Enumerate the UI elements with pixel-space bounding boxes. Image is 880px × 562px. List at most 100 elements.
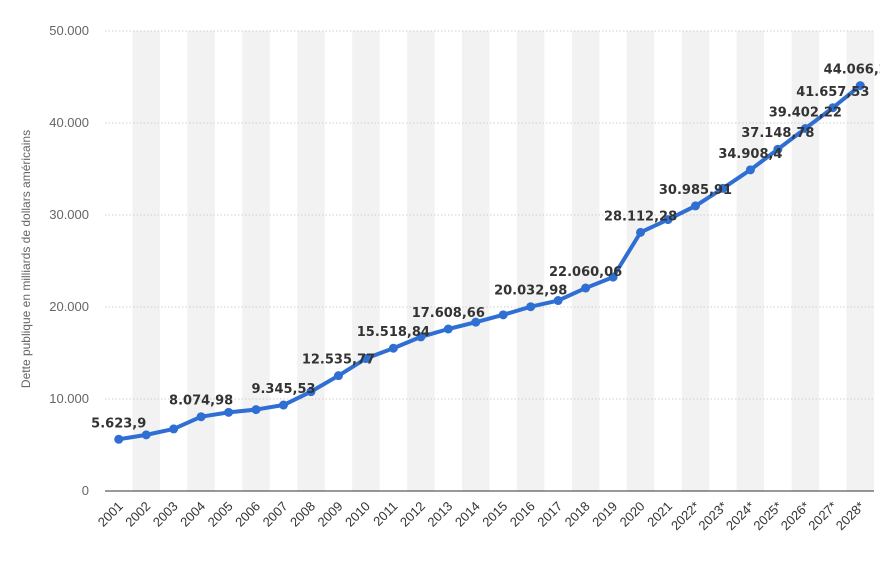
x-tick-label: 2006 xyxy=(232,499,263,530)
y-tick-label: 40.000 xyxy=(49,115,89,130)
x-axis: 2001200220032004200520062007200820092010… xyxy=(95,490,874,534)
x-tick-label: 2005 xyxy=(205,499,236,530)
data-point-2021 xyxy=(663,215,673,225)
x-tick-label: 2012 xyxy=(397,499,428,530)
data-label: 28.112,28 xyxy=(604,209,677,224)
x-tick-label: 2016 xyxy=(507,499,538,530)
data-label: 41.657,53 xyxy=(796,85,869,100)
y-tick-label: 20.000 xyxy=(49,299,89,314)
band-2002 xyxy=(132,31,160,491)
data-label: 17.608,66 xyxy=(412,306,485,321)
data-point-2017 xyxy=(553,296,563,306)
data-point-2013 xyxy=(443,324,453,334)
x-tick-label: 2002 xyxy=(122,499,153,530)
x-tick-label: 2020 xyxy=(617,499,648,530)
data-point-2002 xyxy=(141,430,151,440)
x-tick-label: 2024* xyxy=(723,499,758,534)
data-label: 39.402,22 xyxy=(769,106,842,121)
x-tick-label: 2015 xyxy=(479,499,510,530)
data-label: 5.623,9 xyxy=(91,416,146,431)
data-label: 44.066,25 xyxy=(824,63,880,78)
x-tick-label: 2017 xyxy=(534,499,565,530)
data-point-2011 xyxy=(388,343,398,353)
data-labels: 5.623,9 8.074,98 9.345,53 12.535,77 15.518,8… xyxy=(91,63,880,432)
data-label: 20.032,98 xyxy=(494,284,567,299)
series-line xyxy=(116,83,863,442)
x-tick-label: 2011 xyxy=(370,499,400,529)
x-tick-label: 2014 xyxy=(452,499,483,530)
x-tick-label: 2026* xyxy=(778,499,813,534)
y-tick-label: 50.000 xyxy=(49,23,89,38)
x-tick-label: 2001 xyxy=(95,499,126,530)
band-2028* xyxy=(846,31,874,491)
x-tick-label: 2027* xyxy=(805,499,840,534)
y-axis-title: Dette publique en milliards de dollars a… xyxy=(19,130,33,388)
data-point-2012 xyxy=(416,332,426,342)
data-point-2003 xyxy=(169,424,179,434)
series-line-path xyxy=(116,83,863,442)
data-point-2018 xyxy=(581,283,591,293)
x-tick-label: 2028* xyxy=(833,499,868,534)
data-label: 8.074,98 xyxy=(169,394,233,409)
x-tick-label: 2004 xyxy=(177,499,208,530)
band-2016 xyxy=(516,31,545,491)
x-tick-label: 2019 xyxy=(589,499,620,530)
data-label: 9.345,53 xyxy=(251,382,315,397)
band-2024* xyxy=(736,31,765,491)
data-point-2001 xyxy=(114,434,124,444)
data-point-2010 xyxy=(361,354,371,364)
data-point-2026* xyxy=(800,124,810,133)
x-tick-label: 2009 xyxy=(315,499,346,530)
band-2008 xyxy=(297,31,325,491)
data-point-2023* xyxy=(718,183,728,193)
band-2020 xyxy=(626,31,655,491)
x-tick-label: 2008 xyxy=(287,499,318,530)
x-tick-label: 2025* xyxy=(750,499,785,534)
data-label: 34.908,4 xyxy=(718,147,782,162)
data-point-2025* xyxy=(773,144,783,154)
x-tick-label: 2023* xyxy=(695,499,730,534)
x-tick-label: 2003 xyxy=(150,499,181,530)
x-tick-label: 2022* xyxy=(668,499,703,534)
y-tick-label: 0 xyxy=(82,483,89,498)
data-point-2007 xyxy=(279,400,289,410)
y-axis: 0 10.000 20.000 30.000 40.000 50.000 xyxy=(49,23,89,498)
data-point-2019 xyxy=(608,272,618,282)
band-2006 xyxy=(242,31,270,491)
data-point-2027* xyxy=(828,103,838,113)
x-tick-label: 2018 xyxy=(562,499,593,530)
data-label: 30.985,91 xyxy=(659,183,732,198)
data-label: 22.060,06 xyxy=(549,265,622,280)
data-point-2004 xyxy=(196,412,206,422)
data-point-2024* xyxy=(745,165,755,175)
data-label: 15.518,84 xyxy=(357,325,430,340)
gridlines xyxy=(105,30,874,400)
data-point-2014 xyxy=(471,317,481,327)
data-points xyxy=(114,81,865,444)
background-bands xyxy=(132,31,874,491)
data-point-2009 xyxy=(333,371,343,381)
data-label: 37.148,78 xyxy=(741,126,814,141)
y-tick-label: 10.000 xyxy=(49,391,89,406)
data-point-2016 xyxy=(526,302,536,312)
band-2018 xyxy=(571,31,600,491)
data-point-2006 xyxy=(251,405,261,415)
data-point-2008 xyxy=(306,387,316,397)
x-tick-label: 2007 xyxy=(260,499,291,530)
data-label: 12.535,77 xyxy=(302,353,375,368)
data-point-2028* xyxy=(855,81,865,91)
band-2026* xyxy=(791,31,820,491)
band-2012 xyxy=(407,31,435,491)
y-tick-label: 30.000 xyxy=(49,207,89,222)
data-point-2020 xyxy=(636,227,646,237)
data-point-2022* xyxy=(690,201,700,211)
data-point-2005 xyxy=(224,407,234,417)
x-tick-label: 2013 xyxy=(424,499,455,530)
data-point-2015 xyxy=(498,310,508,320)
band-2022* xyxy=(681,31,710,491)
x-tick-label: 2010 xyxy=(342,499,373,530)
band-2014 xyxy=(462,31,490,491)
band-2010 xyxy=(352,31,380,491)
